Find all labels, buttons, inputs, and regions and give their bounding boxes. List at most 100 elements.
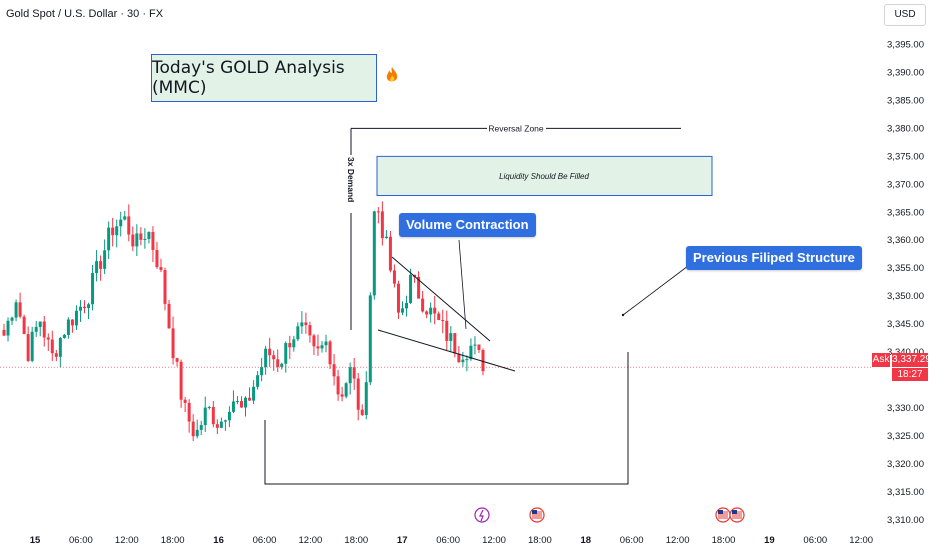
candle-body — [453, 333, 457, 354]
candle-body — [344, 383, 348, 397]
candle-body — [300, 322, 304, 327]
time-tick-label: 06:00 — [436, 535, 460, 546]
time-tick-label: 18:00 — [712, 535, 736, 546]
candle-body — [425, 311, 429, 315]
candle-body — [360, 409, 364, 415]
candle-body — [231, 401, 235, 412]
candle-body — [481, 349, 485, 372]
candle-body — [252, 386, 256, 401]
candle-body — [384, 236, 388, 239]
time-tick-label: 19 — [764, 535, 775, 546]
price-tick-label: 3,375.00 — [887, 151, 924, 162]
candle-body — [123, 216, 127, 220]
candle-body — [473, 344, 477, 346]
candle-body — [316, 346, 320, 349]
candle-body — [356, 378, 360, 410]
candle-body — [119, 219, 123, 227]
candle-body — [199, 424, 203, 430]
candle-body — [95, 261, 99, 274]
candle-body — [433, 307, 437, 314]
candle-body — [312, 335, 316, 347]
candle-body — [421, 298, 425, 312]
candle-body — [167, 303, 171, 329]
price-tick-label: 3,345.00 — [887, 319, 924, 330]
symbol-title: Gold Spot / U.S. Dollar · 30 · FX — [6, 8, 164, 20]
demand-label: 3x Demand — [346, 157, 356, 202]
candle-body — [235, 401, 239, 403]
candle-body — [457, 353, 461, 363]
time-tick-label: 12:00 — [299, 535, 323, 546]
time-tick-label: 06:00 — [620, 535, 644, 546]
time-tick-label: 17 — [397, 535, 408, 546]
time-tick-label: 06:00 — [803, 535, 827, 546]
candle-body — [352, 367, 356, 379]
candle-body — [42, 321, 46, 338]
candle-body — [127, 216, 131, 235]
candle-body — [179, 361, 183, 400]
time-tick-label: 18:00 — [528, 535, 552, 546]
candle-body — [183, 399, 187, 403]
bar-timer: 18:27 — [892, 368, 928, 381]
candle-body — [143, 238, 147, 240]
currency-button[interactable]: USD — [884, 4, 926, 26]
candle-body — [203, 407, 207, 425]
candle-body — [22, 316, 26, 335]
candle-body — [437, 313, 441, 321]
previous-structure-label: Previous Filiped Structure — [686, 246, 862, 270]
time-tick-label: 12:00 — [666, 535, 690, 546]
candle-body — [34, 326, 38, 332]
time-tick-label: 15 — [30, 535, 41, 546]
candle-body — [288, 343, 292, 348]
time-tick-label: 06:00 — [253, 535, 277, 546]
candle-body — [131, 234, 135, 247]
candle-body — [107, 227, 111, 251]
candle-body — [336, 376, 340, 395]
price-tick-label: 3,385.00 — [887, 95, 924, 106]
time-tick-label: 18:00 — [161, 535, 185, 546]
candle-body — [171, 328, 175, 359]
candle-body — [296, 326, 300, 340]
candle-body — [151, 231, 155, 250]
candle-body — [215, 424, 219, 428]
candle-body — [477, 344, 481, 350]
fire-icon — [386, 67, 398, 82]
candle-body — [388, 236, 392, 271]
time-tick-label: 12:00 — [482, 535, 506, 546]
candle-body — [62, 334, 66, 338]
candle-body — [380, 211, 384, 239]
candle-body — [139, 233, 143, 240]
candle-body — [58, 337, 62, 357]
pointer-dot — [621, 313, 625, 317]
price-tick-label: 3,380.00 — [887, 123, 924, 134]
candle-body — [256, 375, 260, 387]
candle-body — [264, 348, 268, 368]
time-tick-label: 18:00 — [344, 535, 368, 546]
drawings: Liquidity Should Be Filled Reversal Zone 3… — [0, 123, 872, 485]
analysis-title: Today's GOLD Analysis (MMC) — [151, 54, 377, 102]
candle-body — [191, 421, 195, 437]
candle-body — [50, 339, 54, 354]
candles — [2, 201, 485, 442]
candle-body — [465, 359, 469, 361]
price-tick-label: 3,320.00 — [887, 459, 924, 470]
wedge-upper-line — [391, 256, 491, 342]
candle-body — [405, 302, 409, 309]
ask-value: 3,337.29 — [892, 353, 931, 367]
candle-body — [340, 394, 344, 397]
price-tick-label: 3,360.00 — [887, 235, 924, 246]
candle-body — [449, 333, 453, 341]
candle-body — [78, 306, 82, 311]
candle-body — [99, 261, 103, 269]
reversal-zone-label: Reversal Zone — [488, 123, 544, 133]
candle-body — [244, 397, 248, 408]
candle-body — [83, 306, 87, 309]
price-tick-label: 3,355.00 — [887, 263, 924, 274]
candle-body — [211, 406, 215, 425]
price-tick-label: 3,370.00 — [887, 179, 924, 190]
candle-body — [268, 348, 272, 356]
candle-body — [292, 339, 296, 348]
candle-body — [207, 406, 211, 408]
price-tick-label: 3,390.00 — [887, 68, 924, 79]
candle-body — [260, 367, 264, 376]
